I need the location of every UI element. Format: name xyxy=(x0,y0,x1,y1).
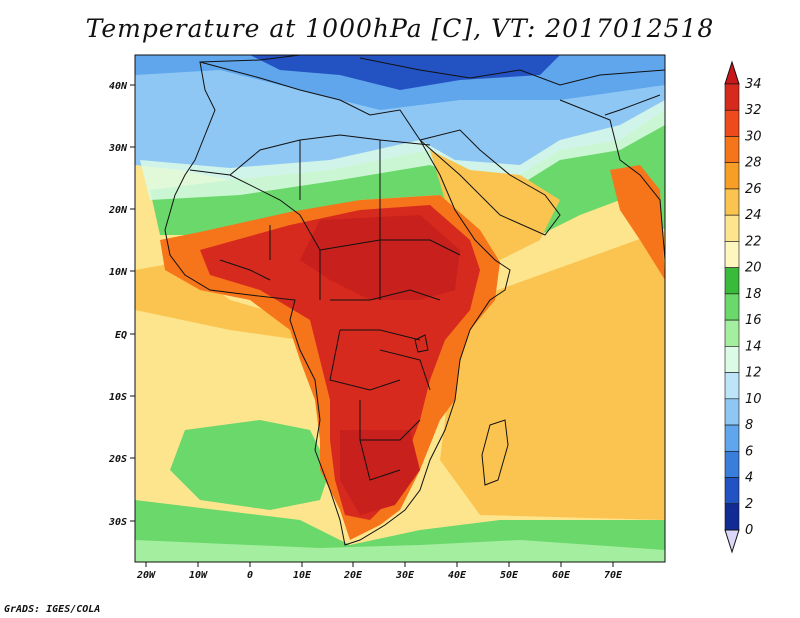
india-warm xyxy=(610,165,665,280)
madagascar xyxy=(482,420,508,485)
colorbar-segment xyxy=(724,424,740,452)
colorbar-label: 12 xyxy=(745,366,762,381)
colorbar-label: 4 xyxy=(745,471,753,486)
colorbar-label: 16 xyxy=(745,313,762,328)
lat-label-10s: 10S xyxy=(109,392,127,403)
colorbar-label: 22 xyxy=(745,234,762,249)
colorbar-label: 8 xyxy=(745,418,753,433)
lake-victoria xyxy=(414,334,429,353)
colorbar-label: 18 xyxy=(745,287,762,302)
colorbar-segment xyxy=(724,372,740,400)
lon-label-20w: 20W xyxy=(136,570,156,581)
temperature-field xyxy=(135,55,665,562)
colorbar-segment xyxy=(724,188,740,216)
colorbar-segment xyxy=(724,136,740,164)
lon-label-50e: 50E xyxy=(500,570,519,581)
colorbar-segment xyxy=(724,477,740,505)
lat-label-40n: 40N xyxy=(109,81,128,92)
colorbar-over-arrow xyxy=(724,60,740,85)
atlantic-warm-band xyxy=(135,262,300,340)
lon-label-10e: 10E xyxy=(293,570,312,581)
colorbar-label: 2 xyxy=(745,497,753,512)
colorbar-label: 24 xyxy=(745,208,762,223)
colorbar-label: 6 xyxy=(745,444,753,459)
colorbar-label: 14 xyxy=(745,339,762,354)
asia-coastline xyxy=(559,94,665,261)
colorbar-segment xyxy=(724,293,740,321)
map-title: Temperature at 1000hPa [C], VT: 20170125… xyxy=(85,14,715,43)
colorbar-label: 10 xyxy=(745,392,762,407)
lat-label-eq: EQ xyxy=(115,330,127,341)
atlantic-cool-tongue xyxy=(170,420,330,510)
colorbar-segment xyxy=(724,346,740,373)
africa-coastline xyxy=(164,61,511,546)
colorbar-segment xyxy=(724,214,740,242)
madagascar-coastline xyxy=(481,419,509,486)
lon-label-20e: 20E xyxy=(343,570,363,581)
colorbar-segment xyxy=(724,319,740,347)
lon-label-70e: 70E xyxy=(604,570,623,581)
southern-africa-hot-core xyxy=(340,430,420,515)
coastlines xyxy=(164,55,665,546)
lon-label-30e: 30E xyxy=(395,570,415,581)
colorbar-under-arrow xyxy=(724,529,740,554)
colorbar-label: 26 xyxy=(745,182,762,197)
country-borders xyxy=(189,134,461,481)
lon-label-0: 0 xyxy=(247,570,253,581)
lat-label-20n: 20N xyxy=(108,205,128,216)
south-cooler-band xyxy=(135,540,665,562)
sahara-cool-strip xyxy=(140,100,665,200)
lat-label-30s: 30S xyxy=(108,517,127,528)
grads-credit: GrADS: IGES/COLA xyxy=(4,604,101,615)
lon-labels: 20W 10W 0 10E 20E 30E 40E 50E 60E 70E xyxy=(136,570,623,581)
colorbar-segment xyxy=(724,398,740,426)
colorbar-segment xyxy=(724,162,740,190)
colorbar-label: 30 xyxy=(745,129,762,144)
red-sea-arabia-coast xyxy=(418,129,561,236)
lat-label-20s: 20S xyxy=(108,454,127,465)
lon-tick-marks xyxy=(145,562,614,567)
colorbar-segment xyxy=(724,450,740,478)
mediterranean-cold xyxy=(250,55,560,90)
map-frame xyxy=(134,54,666,563)
colorbar-segment xyxy=(724,241,740,268)
colorbar-segment xyxy=(724,267,740,295)
colorbar-segment xyxy=(724,83,740,111)
colorbar-label: 34 xyxy=(745,77,762,92)
colorbar-label: 32 xyxy=(745,103,762,118)
lat-label-10n: 10N xyxy=(109,267,128,278)
colorbar-label: 0 xyxy=(745,523,753,538)
europe-coastline xyxy=(199,55,665,86)
colorbar-label: 20 xyxy=(745,261,762,276)
colorbar-segment xyxy=(724,503,740,531)
lon-label-40e: 40E xyxy=(448,570,467,581)
lat-tick-marks xyxy=(130,84,135,522)
lat-labels: 40N 30N 20N 10N EQ 10S 20S 30S xyxy=(108,81,128,528)
lon-label-10w: 10W xyxy=(189,570,208,581)
lon-label-60e: 60E xyxy=(552,570,571,581)
colorbar-label: 28 xyxy=(745,156,762,171)
colorbar-segment xyxy=(724,109,740,137)
lat-label-30n: 30N xyxy=(108,143,128,154)
